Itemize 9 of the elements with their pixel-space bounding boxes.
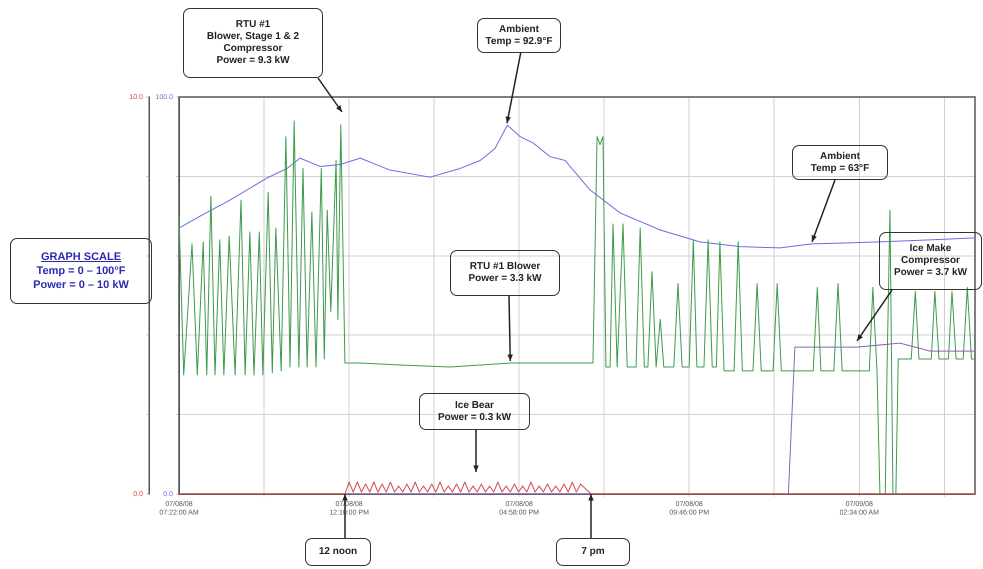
- annotation: Ambient Temp = 63°F: [810, 150, 870, 174]
- annotation: Ice Bear Power = 0.3 kW: [436, 400, 512, 424]
- annotation: Ambient Temp = 92.9°F: [484, 24, 554, 48]
- text: 12 noon: [318, 546, 358, 558]
- text: 7 pm: [580, 546, 606, 558]
- text: RTU #1 Blower, Stage 1 & 2 Compressor Power = 9.3 kW: [206, 19, 300, 67]
- annotation: RTU #1 Blower Power = 3.3 kW: [467, 261, 543, 285]
- text: GRAPH SCALE Temp = 0 – 100°F Power = 0 – 10 kW: [32, 250, 130, 292]
- annotation: Ice Make Compressor Power = 3.7 kW: [892, 243, 968, 279]
